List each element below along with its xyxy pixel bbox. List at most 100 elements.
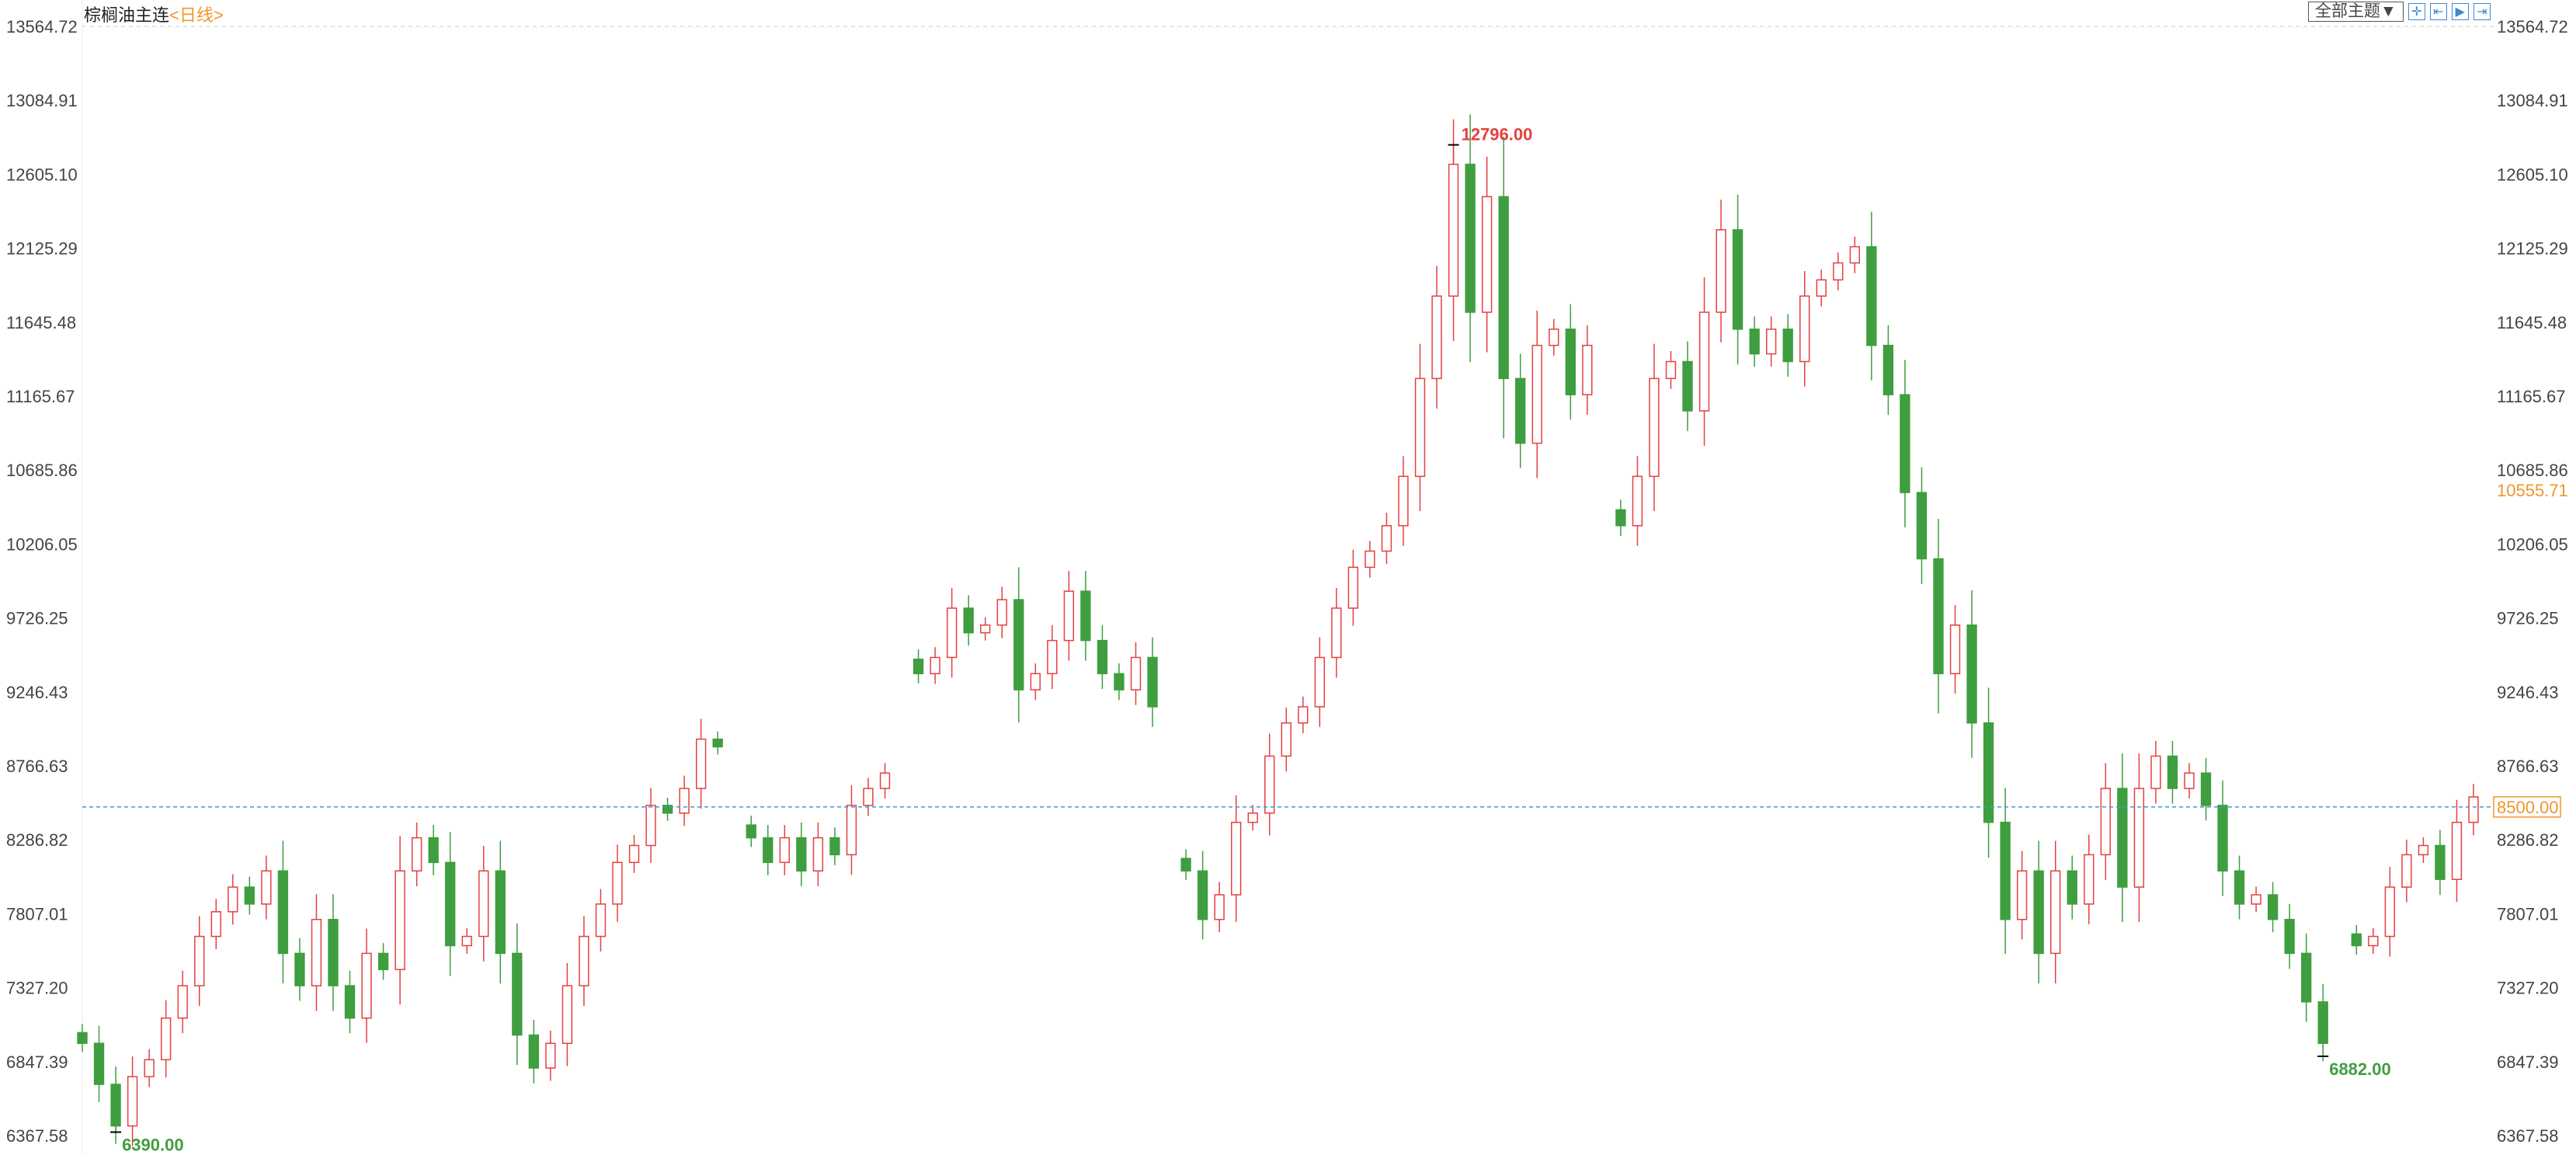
candle-body [2117,788,2128,888]
candle-body [1197,870,1208,920]
candle-body [344,985,356,1019]
candle-body [1465,163,1476,313]
last-price-label: 8500.00 [2497,798,2559,817]
candle-body [1314,656,1325,708]
candle-body [1849,245,1861,264]
candle-body [846,805,857,856]
candle-body [679,788,690,814]
candle-body [93,1042,105,1085]
candle-body [1047,639,1058,675]
candle-body [160,1017,172,1061]
candle-body [1364,550,1375,569]
candle-body [2267,894,2279,920]
candle-body [2351,933,2362,947]
candle-body [1632,475,1643,527]
candle-body [796,837,807,871]
candle-body [963,607,974,634]
candle-body [1264,755,1275,814]
crosshair-icon[interactable]: ✛ [2407,3,2425,20]
candle-body [829,837,840,856]
candle-body [2418,844,2429,856]
candle-body [1698,311,1710,412]
candle-body [1281,722,1291,757]
candle-body [1147,656,1158,708]
y-tick-label-left: 6847.39 [6,1052,68,1072]
candle-body [1716,229,1726,313]
candle-body [2468,796,2479,823]
candle-body [1247,812,1258,823]
y-tick-label-right: 8286.82 [2497,830,2559,850]
y-tick-label-left: 6367.58 [6,1126,68,1146]
candle-body [228,886,238,913]
candle-body [628,844,640,864]
candle-body [1063,590,1075,642]
right-price-marker: 10555.71 [2497,481,2568,500]
candle-body [478,870,489,938]
candle-body [177,985,188,1019]
candle-body [461,935,472,947]
candle-body [1030,673,1041,691]
candle-body [712,738,723,748]
candle-body [1799,295,1810,363]
y-tick-label-right: 10206.05 [2497,534,2568,554]
y-tick-label-left: 8766.63 [6,757,68,776]
candle-body [1916,492,1928,560]
y-tick-label-left: 7327.20 [6,979,68,998]
y-tick-label-right: 7327.20 [2497,979,2559,998]
candle-body [2234,870,2245,905]
y-tick-label-right: 9246.43 [2497,683,2559,702]
y-tick-label-left: 9726.25 [6,609,68,628]
y-tick-label-left: 9246.43 [6,683,68,702]
y-tick-label-left: 13564.72 [6,17,78,37]
candle-body [1414,377,1426,478]
candle-body [2284,918,2295,955]
candle-body [662,805,673,814]
candle-body [1766,329,1777,355]
candle-body [210,911,221,938]
candle-body [2067,870,2077,905]
range-icon[interactable]: ⇤ [2429,3,2447,20]
candle-body [1900,394,1910,493]
period-selector[interactable]: <日线> [169,5,224,25]
candle-body [2084,854,2095,905]
candle-body [1097,639,1108,675]
candle-body [244,886,255,905]
candle-body [2050,870,2061,955]
candle-body [980,624,991,634]
y-tick-label-right: 11165.67 [2497,387,2566,406]
candle-body [377,952,389,970]
y-tick-label-right: 6367.58 [2497,1126,2559,1146]
candle-body [328,918,339,986]
candle-body [2184,772,2195,789]
candle-body [1331,607,1342,659]
y-tick-label-right: 13564.72 [2497,17,2568,37]
y-tick-label-left: 13084.91 [6,91,78,110]
candle-body [645,805,656,847]
play-icon[interactable]: ▶ [2451,3,2469,20]
candle-body [1582,344,1593,395]
candle-body [1833,262,1844,281]
candle-body [1381,525,1392,552]
candle-body [779,837,790,864]
candle-body [695,738,707,789]
candle-body [1431,295,1442,380]
exit-icon[interactable]: ⇥ [2473,3,2491,20]
candle-body [1231,821,1242,896]
max-label: 12796.00 [1462,125,1533,144]
min-label: 6882.00 [2329,1059,2391,1079]
candle-body [1816,279,1827,297]
candle-body [1498,196,1509,380]
candle-body [545,1042,556,1069]
candle-body [2100,788,2111,856]
candle-body [2016,870,2028,920]
candle-body [2217,805,2228,871]
candle-body [1933,558,1944,675]
theme-dropdown[interactable]: 全部主题▼ [2308,2,2404,22]
candle-body [863,788,874,806]
candle-body [879,772,891,789]
candle-body [1966,624,1977,724]
min-label: 6390.00 [122,1136,184,1155]
candle-body [1732,229,1743,330]
candle-body [445,861,456,947]
